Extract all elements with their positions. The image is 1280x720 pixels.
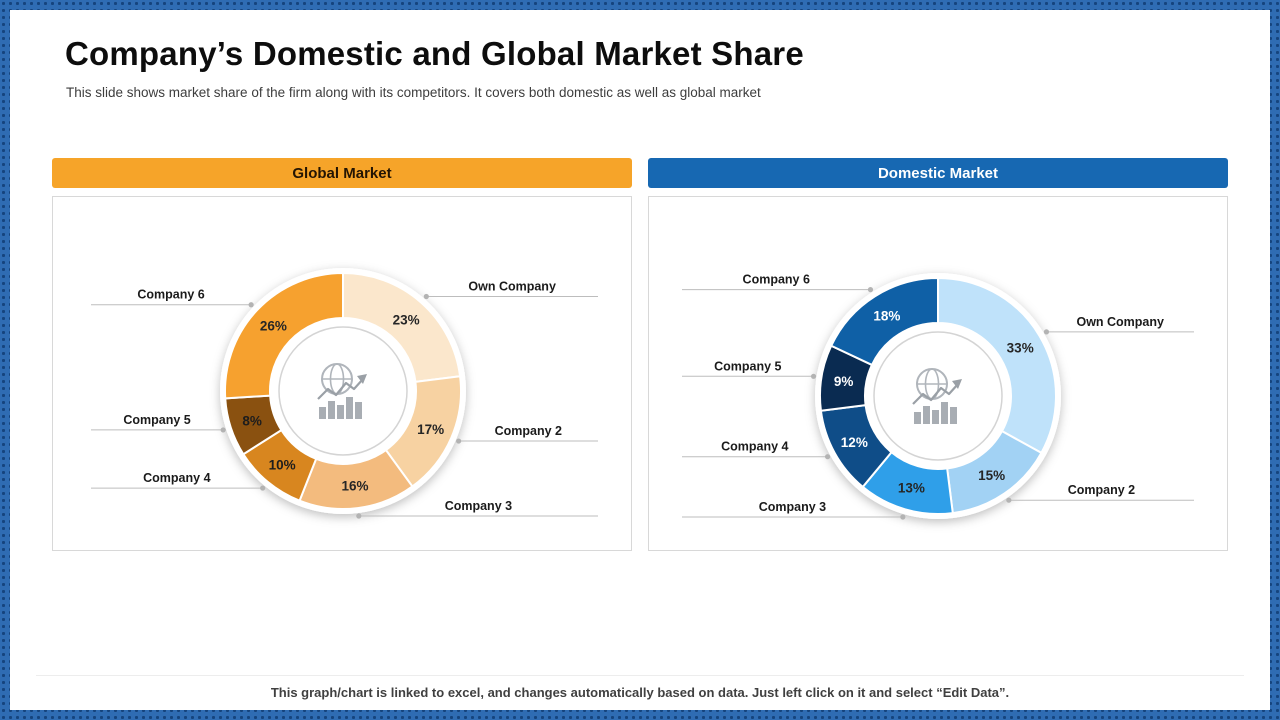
donut-slice-company-6[interactable] — [224, 272, 344, 400]
slice-value: 13% — [898, 481, 925, 496]
footer-note: This graph/chart is linked to excel, and… — [270, 685, 1010, 700]
global-market-title: Global Market — [292, 164, 392, 182]
market-analytics-icon — [317, 363, 367, 420]
callout-dot — [456, 438, 462, 444]
slice-label: Company 6 — [743, 273, 810, 287]
callout-dot — [824, 454, 831, 460]
slice-value: 17% — [417, 422, 444, 437]
domestic-market-panel: Domestic Market 33% 15% 13% 12% 9% 18% Own Com… — [648, 158, 1228, 552]
page-subtitle: This slide shows market share of the fir… — [66, 85, 761, 101]
market-analytics-icon — [912, 368, 962, 425]
slice-value: 10% — [269, 458, 296, 473]
donut-inner-ring — [873, 331, 1003, 462]
slice-value: 8% — [242, 414, 262, 429]
slice-label: Company 3 — [445, 499, 512, 513]
slice-label: Company 2 — [495, 424, 562, 438]
callout-dot — [1043, 329, 1050, 335]
callout-dot — [248, 302, 254, 308]
slide: Company’s Domestic and Global Market Sha… — [10, 10, 1270, 710]
slice-label: Company 6 — [137, 288, 204, 302]
slice-value: 9% — [834, 374, 854, 389]
donut-slice-own-company[interactable] — [937, 277, 1057, 455]
page-title: Company’s Domestic and Global Market Sha… — [65, 35, 804, 72]
slice-label: Company 5 — [714, 360, 781, 374]
callout-dot — [260, 485, 266, 491]
charts-row: Global Market 23% 17% 16% 10% 8% 26% Own Compa… — [52, 158, 1228, 552]
donut-slice-company-6[interactable] — [829, 277, 939, 367]
domestic-market-chart[interactable]: 33% 15% 13% 12% 9% 18% Own Company Company 2 Com… — [648, 196, 1228, 552]
global-market-chart[interactable]: 23% 17% 16% 10% 8% 26% Own Company Company 2 Com… — [52, 196, 632, 552]
slice-value: 33% — [1007, 341, 1034, 356]
global-market-panel: Global Market 23% 17% 16% 10% 8% 26% Own Compa… — [52, 158, 632, 552]
slice-value: 12% — [841, 435, 868, 450]
callout-dot — [900, 514, 906, 520]
donut-callouts: Own Company Company 2 Company 3 Company 4 Co… — [682, 273, 1194, 520]
callout-dot — [423, 294, 429, 300]
slice-label: Company 4 — [143, 471, 210, 485]
slice-value: 23% — [393, 313, 420, 328]
slice-label: Own Company — [468, 280, 556, 294]
global-market-donut-svg: 23% 17% 16% 10% 8% 26% Own Company Company 2 Com… — [91, 268, 598, 519]
callout-dot — [1006, 497, 1012, 504]
donut-chart: 23% 17% 16% 10% 8% 26% — [220, 268, 466, 515]
slice-label: Company 3 — [759, 500, 826, 514]
slice-label: Company 5 — [123, 413, 190, 427]
slice-value: 18% — [873, 309, 900, 324]
donut-callouts: Own Company Company 2 Company 3 Company 4 Co… — [91, 280, 598, 519]
slice-value: 26% — [260, 319, 287, 334]
slice-label: Own Company — [1076, 315, 1164, 329]
donut-chart: 33% 15% 13% 12% 9% 18% — [815, 273, 1061, 520]
domestic-market-title: Domestic Market — [877, 164, 999, 182]
domestic-market-donut-svg: 33% 15% 13% 12% 9% 18% Own Company Company 2 Com… — [682, 273, 1194, 520]
donut-inner-ring — [278, 326, 408, 457]
footer: This graph/chart is linked to excel, and… — [36, 675, 1244, 700]
callout-dot — [867, 287, 874, 293]
global-market-header: Global Market — [52, 158, 632, 189]
slice-value: 15% — [978, 468, 1005, 483]
slice-label: Company 4 — [721, 440, 788, 454]
callout-dot — [220, 427, 226, 433]
domestic-market-header: Domestic Market — [648, 158, 1228, 189]
slice-label: Company 2 — [1068, 484, 1135, 498]
callout-dot — [356, 513, 362, 519]
callout-dot — [810, 373, 817, 380]
slice-value: 16% — [341, 479, 368, 494]
